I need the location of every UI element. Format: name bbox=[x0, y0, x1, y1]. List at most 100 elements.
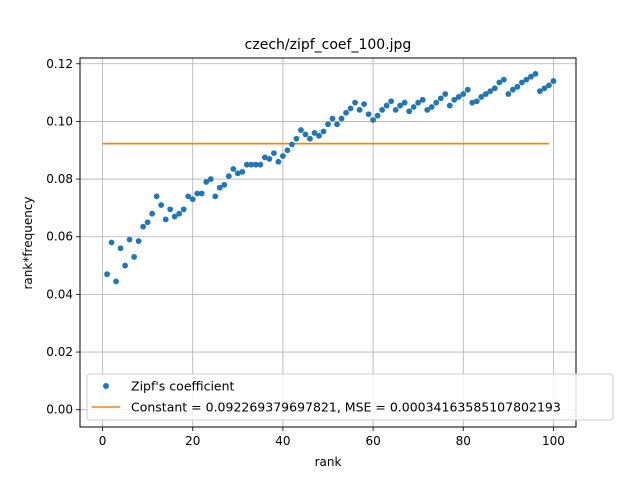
data-point bbox=[397, 102, 404, 109]
data-point bbox=[234, 170, 241, 177]
data-points bbox=[104, 70, 557, 285]
data-point bbox=[446, 102, 453, 109]
data-point bbox=[487, 88, 494, 95]
data-point bbox=[203, 179, 210, 185]
data-point bbox=[518, 79, 525, 86]
data-point bbox=[270, 150, 277, 157]
legend-box bbox=[86, 373, 614, 421]
data-point bbox=[415, 99, 422, 106]
data-point bbox=[257, 161, 264, 168]
data-point bbox=[419, 96, 426, 103]
data-point bbox=[496, 79, 503, 86]
data-point bbox=[338, 115, 345, 122]
y-axis-label: rank*frequency bbox=[21, 196, 35, 289]
data-point bbox=[433, 99, 440, 106]
data-point bbox=[370, 117, 376, 123]
data-point bbox=[126, 236, 133, 243]
data-point bbox=[298, 127, 304, 133]
data-point bbox=[239, 168, 246, 175]
data-point bbox=[500, 76, 507, 83]
data-point bbox=[225, 173, 232, 180]
data-point bbox=[347, 105, 354, 112]
data-point bbox=[311, 130, 318, 136]
data-point bbox=[406, 108, 413, 115]
data-point bbox=[113, 278, 119, 285]
legend: Zipf's coefficient Constant = 0.09226937… bbox=[86, 373, 614, 421]
data-point bbox=[550, 78, 557, 84]
data-point bbox=[248, 161, 255, 168]
data-point bbox=[546, 82, 552, 89]
data-point bbox=[410, 104, 417, 110]
data-point bbox=[482, 91, 489, 97]
data-point bbox=[383, 102, 390, 109]
data-point bbox=[388, 98, 395, 105]
data-point bbox=[523, 76, 530, 83]
data-point bbox=[293, 135, 300, 142]
data-point bbox=[451, 96, 458, 103]
x-tick-label: 20 bbox=[185, 434, 200, 448]
data-point bbox=[428, 104, 435, 110]
y-tick-label: 0.08 bbox=[46, 172, 73, 186]
axis-ticks: 0 20 40 60 80 100 0.00 0.02 0.04 0.06 0.08 0.10 0.12 bbox=[46, 57, 565, 448]
data-point bbox=[162, 216, 169, 223]
data-point bbox=[514, 83, 521, 90]
data-point bbox=[442, 91, 449, 97]
data-point bbox=[316, 132, 322, 139]
data-point bbox=[478, 94, 485, 100]
data-point bbox=[176, 210, 183, 217]
data-point bbox=[334, 121, 340, 128]
data-point bbox=[329, 115, 336, 122]
data-point bbox=[528, 73, 534, 80]
data-point bbox=[541, 85, 548, 92]
data-point bbox=[131, 254, 138, 260]
data-point bbox=[464, 86, 471, 93]
data-point bbox=[261, 154, 268, 161]
data-point bbox=[135, 238, 142, 244]
x-tick-label: 0 bbox=[99, 434, 107, 448]
data-point bbox=[532, 70, 539, 77]
y-tick-label: 0.02 bbox=[46, 345, 73, 359]
plot-frame bbox=[79, 57, 577, 428]
data-point bbox=[275, 158, 282, 165]
data-point bbox=[469, 99, 476, 106]
data-point bbox=[221, 181, 228, 188]
data-point bbox=[158, 202, 165, 208]
data-point bbox=[505, 91, 512, 97]
data-point bbox=[189, 196, 196, 203]
x-tick-label: 40 bbox=[275, 434, 290, 448]
data-point bbox=[108, 239, 115, 246]
data-point bbox=[392, 106, 399, 113]
data-point bbox=[122, 262, 128, 269]
data-point bbox=[352, 99, 358, 106]
data-point bbox=[289, 141, 295, 148]
data-point bbox=[180, 206, 187, 213]
data-point bbox=[424, 106, 431, 113]
legend-marker-scatter bbox=[103, 383, 109, 389]
data-point bbox=[284, 147, 291, 154]
data-point bbox=[460, 91, 467, 97]
data-point bbox=[280, 153, 286, 159]
data-point bbox=[230, 166, 237, 172]
y-tick-label: 0.12 bbox=[46, 57, 73, 71]
chart-title: czech/zipf_coef_100.jpg bbox=[245, 37, 412, 53]
data-point bbox=[437, 95, 444, 102]
data-point bbox=[171, 213, 178, 220]
legend-label-zipf: Zipf's coefficient bbox=[131, 379, 235, 394]
x-axis-label: rank bbox=[315, 455, 342, 469]
data-point bbox=[140, 223, 147, 230]
y-tick-label: 0.00 bbox=[46, 403, 73, 417]
y-tick-label: 0.10 bbox=[46, 114, 73, 128]
data-point bbox=[537, 88, 543, 95]
data-point bbox=[356, 106, 363, 113]
data-point bbox=[343, 109, 349, 116]
legend-label-constant: Constant = 0.092269379697821, MSE = 0.00… bbox=[131, 400, 561, 415]
data-point bbox=[365, 111, 372, 118]
data-point bbox=[167, 206, 174, 213]
data-point bbox=[252, 161, 259, 168]
y-tick-label: 0.04 bbox=[46, 287, 73, 301]
data-point bbox=[266, 155, 273, 162]
grid bbox=[80, 58, 576, 427]
data-point bbox=[149, 210, 156, 217]
data-point bbox=[198, 190, 205, 197]
